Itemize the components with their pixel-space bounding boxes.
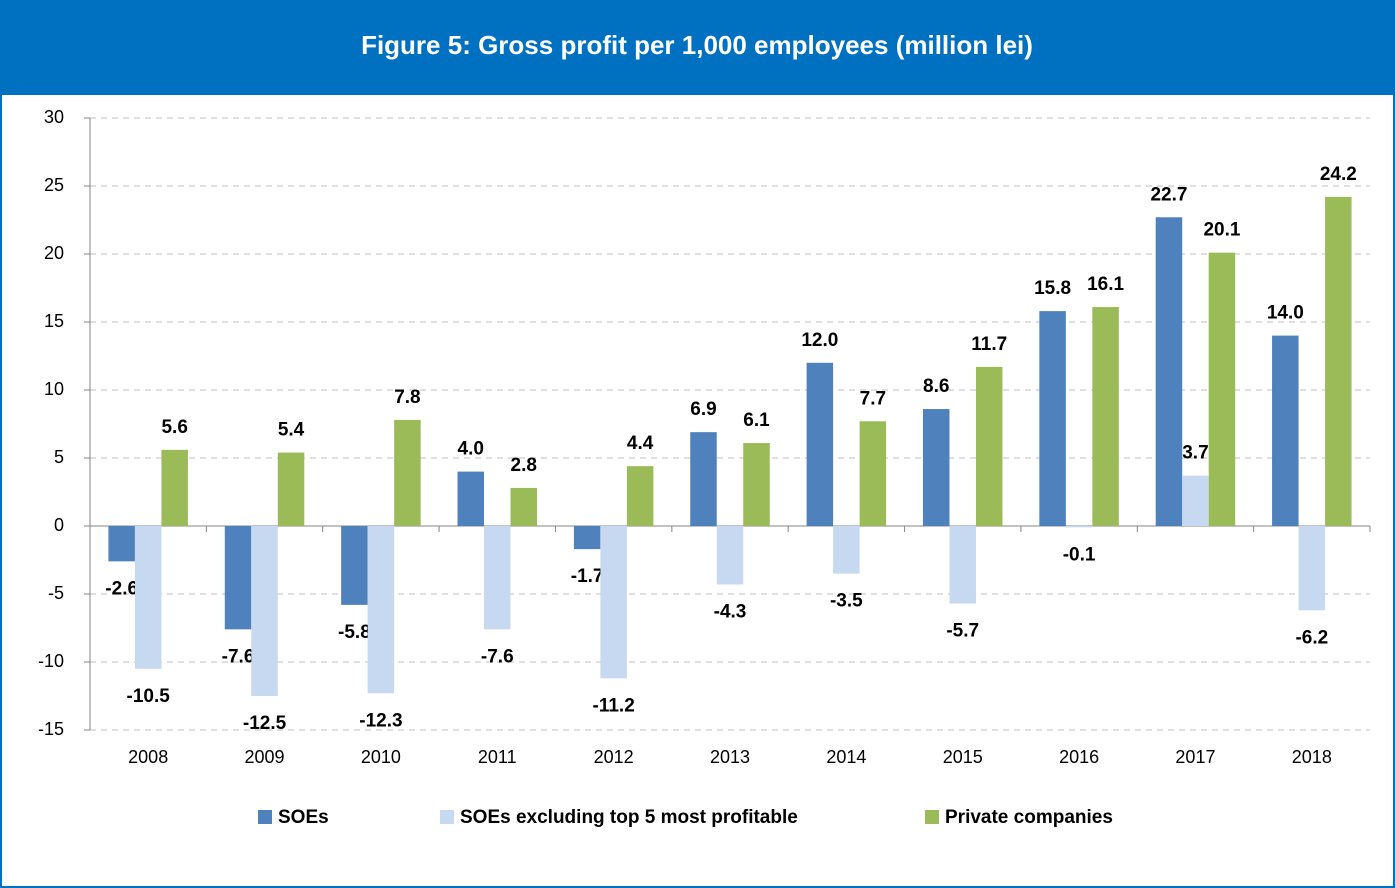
legend-swatch <box>440 810 454 824</box>
bar <box>626 466 654 526</box>
x-tick-label: 2015 <box>943 747 983 767</box>
x-tick-label: 2016 <box>1059 747 1099 767</box>
value-label: 11.7 <box>971 334 1007 355</box>
value-label: 8.6 <box>923 376 949 397</box>
chart-title: Figure 5: Gross profit per 1,000 employe… <box>361 30 1033 60</box>
value-label: -7.6 <box>222 646 255 667</box>
bar <box>949 526 976 604</box>
bar <box>277 452 305 526</box>
value-label: 7.8 <box>394 387 420 408</box>
bar <box>367 526 395 694</box>
y-tick-label: 10 <box>44 379 64 399</box>
y-tick-label: -15 <box>38 719 64 739</box>
y-tick-label: 0 <box>54 515 64 535</box>
x-tick-label: 2009 <box>245 747 285 767</box>
bar <box>1325 196 1352 526</box>
bar <box>690 432 717 526</box>
bar <box>1039 311 1066 526</box>
x-tick-label: 2013 <box>710 747 750 767</box>
bar <box>251 526 278 696</box>
header <box>0 0 1395 95</box>
bar <box>134 526 162 669</box>
value-label: -12.3 <box>359 710 402 731</box>
bar <box>341 526 368 605</box>
value-label: 3.7 <box>1182 443 1208 464</box>
bar <box>161 449 188 526</box>
value-label: 2.8 <box>511 455 537 476</box>
value-label: 4.4 <box>627 433 654 454</box>
bar <box>484 526 511 630</box>
bar <box>1092 307 1119 526</box>
x-tick-label: 2010 <box>361 747 401 767</box>
bar <box>716 526 744 585</box>
x-tick-label: 2012 <box>594 747 634 767</box>
y-tick-label: 25 <box>44 175 64 195</box>
legend-label: Private companies <box>945 807 1113 828</box>
value-label: -0.1 <box>1063 544 1096 565</box>
bar <box>394 419 421 526</box>
bar <box>1272 335 1299 526</box>
value-label: 5.6 <box>161 417 187 438</box>
y-tick-label: 30 <box>44 107 64 127</box>
value-label: 6.1 <box>743 410 770 431</box>
bar <box>922 409 950 526</box>
bar <box>108 526 135 562</box>
bar <box>1182 475 1209 526</box>
bar <box>859 421 887 526</box>
bar <box>1155 217 1183 526</box>
value-label: -4.3 <box>714 601 747 622</box>
bar <box>975 366 1003 526</box>
value-label: 7.7 <box>860 388 886 409</box>
y-tick-label: -5 <box>48 583 64 603</box>
bar <box>1065 526 1093 528</box>
bar <box>833 526 860 574</box>
value-label: -3.5 <box>830 591 863 612</box>
value-label: -7.6 <box>481 646 514 667</box>
bar <box>1208 252 1236 526</box>
bar <box>573 526 601 550</box>
bar <box>806 362 834 526</box>
y-tick-label: 20 <box>44 243 64 263</box>
value-label: 24.2 <box>1320 164 1357 185</box>
bar <box>457 471 485 526</box>
value-label: -5.8 <box>338 622 371 643</box>
bar <box>1298 526 1326 611</box>
value-label: -12.5 <box>243 713 287 734</box>
value-label: -10.5 <box>127 686 171 707</box>
value-label: 22.7 <box>1150 184 1187 205</box>
y-tick-label: 5 <box>54 447 64 467</box>
legend-label: SOEs <box>278 807 329 828</box>
legend-label: SOEs excluding top 5 most profitable <box>460 807 798 828</box>
x-tick-label: 2008 <box>128 747 168 767</box>
value-label: 15.8 <box>1034 278 1071 299</box>
bar <box>224 526 252 630</box>
value-label: 16.1 <box>1087 274 1124 295</box>
value-label: -11.2 <box>593 695 635 716</box>
x-tick-label: 2011 <box>478 747 517 767</box>
value-label: 5.4 <box>278 420 305 441</box>
value-label: -6.2 <box>1295 627 1328 648</box>
value-label: -2.6 <box>105 578 138 599</box>
value-label: -5.7 <box>946 621 979 642</box>
value-label: 20.1 <box>1203 220 1240 241</box>
value-label: 14.0 <box>1267 303 1304 324</box>
y-tick-label: 15 <box>44 311 64 331</box>
bar <box>600 526 627 679</box>
bar <box>743 443 770 526</box>
value-label: -1.7 <box>571 566 604 587</box>
y-tick-label: -10 <box>38 651 64 671</box>
x-tick-label: 2014 <box>826 747 866 767</box>
value-label: 6.9 <box>690 399 716 420</box>
value-label: 4.0 <box>458 439 484 460</box>
legend-swatch <box>258 810 272 824</box>
x-tick-label: 2018 <box>1292 747 1332 767</box>
value-label: 12.0 <box>801 330 838 351</box>
legend-swatch <box>925 810 939 824</box>
bar <box>510 487 538 526</box>
x-tick-label: 2017 <box>1175 747 1215 767</box>
